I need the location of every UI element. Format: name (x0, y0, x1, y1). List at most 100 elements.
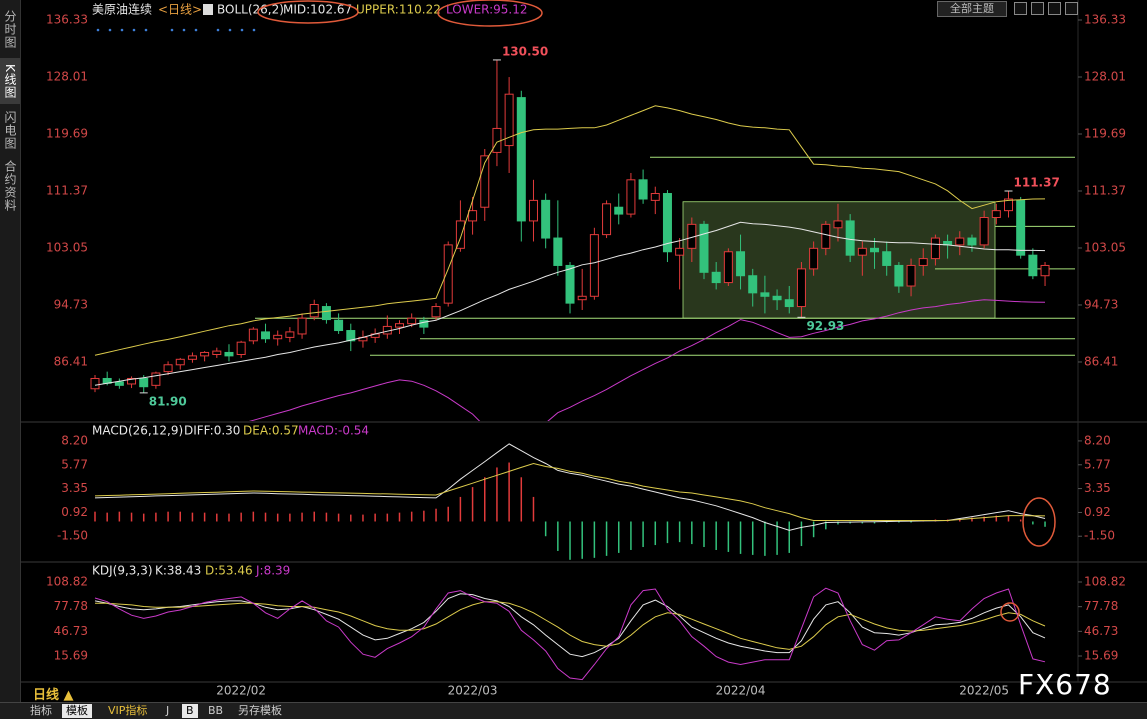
candle-body (1028, 254, 1038, 277)
candle-body (236, 341, 246, 356)
candle-body (602, 203, 612, 236)
candle-body (443, 244, 453, 304)
candle-body (1040, 264, 1050, 277)
candle-body (833, 220, 843, 229)
candle-body (870, 247, 880, 253)
candle-body (395, 323, 404, 328)
y-tick-label: 3.35 (1084, 481, 1111, 495)
candle-body (528, 199, 538, 222)
period-label: <日线> (158, 3, 202, 17)
bottom-tab[interactable]: 模板 (62, 704, 92, 718)
y-tick-label: 119.69 (1084, 126, 1126, 140)
candle-body (90, 377, 100, 390)
panel-title: KDJ(9,3,3) (92, 564, 153, 578)
window-button[interactable] (1065, 2, 1078, 15)
candle-body (175, 358, 185, 366)
candle-body (212, 350, 222, 356)
candle-body (589, 234, 599, 297)
legend-entry: MID:102.67 (283, 3, 352, 17)
y-tick-label: 111.37 (46, 183, 88, 197)
candle-body (419, 319, 429, 328)
bottom-tab[interactable]: B (182, 704, 198, 718)
series-line (95, 601, 1046, 650)
candle-body (321, 306, 331, 321)
boll-icon (203, 4, 213, 15)
legend-entry: DIFF:0.30 (184, 424, 240, 438)
highlight-circles (257, 0, 1056, 622)
candle-body (248, 328, 258, 342)
candle-body (662, 193, 672, 253)
y-tick-label: 5.77 (1084, 457, 1111, 471)
sidebar-tab[interactable]: 分时图 (3, 9, 17, 49)
y-tick-label: 108.82 (1084, 574, 1126, 588)
y-tick-label: 46.73 (54, 624, 88, 638)
series-line (94, 462, 1046, 521)
candle-body (955, 237, 965, 246)
candle-body (772, 295, 782, 301)
y-tick-label: 136.33 (46, 13, 88, 27)
candle-body (285, 331, 295, 338)
window-button[interactable] (1014, 2, 1027, 15)
candle-body (431, 306, 441, 318)
y-tick-label: 94.73 (1084, 297, 1118, 311)
bottom-tab[interactable]: J (166, 704, 170, 717)
candle-body (809, 247, 819, 270)
series-line (94, 105, 1046, 356)
candle-body (516, 97, 526, 222)
y-tick-label: 3.35 (61, 481, 88, 495)
y-tick-label: 0.92 (1084, 505, 1111, 519)
y-tick-label: 111.37 (1084, 183, 1126, 197)
window-button[interactable] (1048, 2, 1061, 15)
sidebar-tab[interactable]: K线图 (0, 58, 20, 104)
y-tick-label: 8.20 (61, 433, 88, 447)
y-tick-label: 77.78 (1084, 599, 1118, 613)
bottom-tab[interactable]: BB (208, 704, 224, 717)
sidebar: 分时图 K线图 闪电图 合约资料 (0, 0, 21, 702)
candle-body (151, 372, 161, 386)
theme-button[interactable]: 全部主题 (937, 1, 1007, 17)
candle-body (187, 355, 197, 360)
watermark: FX678 (1018, 668, 1112, 701)
bottom-tab[interactable]: 指标 (30, 704, 52, 717)
candle-body (699, 223, 709, 273)
header-dots (96, 28, 256, 32)
sidebar-tab[interactable]: 闪电图 (3, 110, 17, 150)
legend-entry: LOWER:95.12 (446, 3, 528, 17)
panel-title: MACD(26,12,9) (92, 424, 183, 438)
series-line (248, 299, 1046, 421)
window-button[interactable] (1031, 2, 1044, 15)
legend-entry: UPPER:110.22 (356, 3, 441, 17)
legend-entry: J:8.39 (255, 564, 290, 578)
candle-body (114, 381, 124, 386)
candle-body (346, 330, 356, 342)
candle-body (468, 210, 478, 222)
candle-body (894, 264, 904, 287)
y-tick-label: 86.41 (54, 354, 88, 368)
sidebar-tab[interactable]: 合约资料 (3, 160, 17, 212)
bottom-tab[interactable]: 另存模板 (238, 704, 282, 717)
legend-entry: D:53.46 (205, 564, 253, 578)
panel-title: 美原油连续 (92, 2, 152, 17)
candle-body (1016, 199, 1026, 256)
candle-body (723, 251, 733, 284)
candle-body (711, 271, 721, 284)
y-tick-label: 15.69 (54, 649, 88, 663)
candle-body (882, 251, 892, 266)
candle-body (638, 179, 648, 200)
candle-body (309, 304, 319, 318)
candle-body (930, 237, 940, 260)
candle-body (334, 319, 344, 332)
candle-body (991, 210, 1001, 218)
candle-body (796, 268, 806, 308)
extreme-label: 81.90 (149, 394, 187, 408)
candle-body (626, 179, 636, 215)
y-tick-label: 15.69 (1084, 649, 1118, 663)
candle-body (967, 237, 977, 246)
candle-body (857, 247, 867, 256)
bottom-tab[interactable]: VIP指标 (108, 704, 148, 717)
period-selector[interactable]: 日线 ▲ (33, 688, 74, 703)
y-tick-label: 128.01 (46, 69, 88, 83)
candle-body (297, 317, 307, 335)
candle-body (127, 377, 137, 385)
